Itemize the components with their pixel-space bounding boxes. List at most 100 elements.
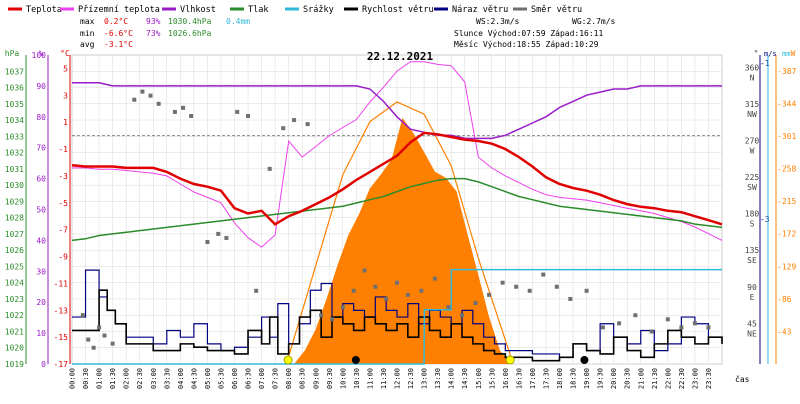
pct-tick-label: 30 <box>36 267 46 276</box>
wind-direction-dot <box>649 329 654 334</box>
x-tick-label: 16:30 <box>515 368 523 389</box>
pct-tick-label: 20 <box>36 298 46 307</box>
hpa-tick-label: 1034 <box>5 116 24 125</box>
x-tick-label: 05:00 <box>204 368 212 389</box>
wind-direction-dot <box>514 284 519 289</box>
deg-dir-label: E <box>750 293 755 302</box>
wind-direction-dot <box>189 113 194 118</box>
hpa-tick-label: 1024 <box>5 279 24 288</box>
wind-direction-dot <box>172 109 177 114</box>
hpa-tick-label: 1036 <box>5 84 24 93</box>
hpa-tick-label: 1019 <box>5 360 24 369</box>
x-tick-label: 04:30 <box>190 368 198 389</box>
x-tick-label: 00:00 <box>69 368 77 389</box>
wind-direction-dot <box>500 280 505 285</box>
legend-label: Vlhkost <box>180 5 216 15</box>
c-tick-label: -15 <box>54 333 69 342</box>
wind-direction-dot <box>330 317 334 322</box>
hpa-tick-label: 1035 <box>5 100 24 109</box>
deg-axis-header: ° <box>754 49 759 58</box>
deg-tick-label: 180 <box>745 210 760 219</box>
wind-direction-dot <box>600 325 605 330</box>
hpa-axis-header: hPa <box>5 49 20 58</box>
wind-direction-dot <box>568 296 573 301</box>
wind-direction-dot <box>617 321 622 326</box>
pct-tick-label: 70 <box>36 144 46 153</box>
wind-direction-dot <box>633 313 638 318</box>
stats-max-hum: 93% <box>146 17 161 26</box>
pct-tick-label: 40 <box>36 236 46 245</box>
hpa-tick-label: 1027 <box>5 230 24 239</box>
w-tick-label: -301 <box>777 132 796 141</box>
wind-direction-dot <box>473 301 478 306</box>
wind-direction-dot <box>80 313 85 318</box>
pct-tick-label: 60 <box>36 175 46 184</box>
wind-direction-dot <box>86 337 91 342</box>
wind-direction-dot <box>235 109 240 114</box>
x-tick-label: 08:30 <box>299 368 307 389</box>
wind-direction-dot <box>679 325 684 330</box>
x-tick-label: 22:30 <box>678 368 686 389</box>
stats-max-label: max <box>80 17 95 26</box>
w-tick-label: -172 <box>777 230 796 239</box>
x-tick-label: 11:30 <box>380 368 388 389</box>
deg-dir-label: SE <box>747 256 757 265</box>
x-tick-label: 00:30 <box>82 368 90 389</box>
deg-tick-label: 225 <box>745 173 760 182</box>
c-tick-label: -5 <box>58 199 68 208</box>
stats-panel: max 0.2°C 93% 1030.4hPa 0.4mm min -6.6°C… <box>5 17 796 384</box>
hpa-tick-label: 1037 <box>5 67 24 76</box>
deg-dir-label: NE <box>747 329 757 338</box>
pressure-line <box>71 177 723 242</box>
wind-direction-dot <box>362 268 367 273</box>
x-tick-label: 07:00 <box>258 368 266 389</box>
deg-dir-label: SW <box>747 183 757 192</box>
wind-direction-dot <box>181 105 186 110</box>
deg-tick-label: 360 <box>745 63 760 72</box>
wind-direction-dot <box>584 288 589 293</box>
c-tick-label: -7 <box>58 226 68 235</box>
x-tick-label: 02:30 <box>136 368 144 389</box>
wind-direction-dot <box>132 97 137 102</box>
legend: Teplota Přízemní teplota Vlhkost Tlak Srážky… <box>8 5 582 15</box>
x-tick-label: 09:30 <box>326 368 334 389</box>
wind-direction-dot <box>156 101 161 106</box>
wind-direction-dot <box>554 284 559 289</box>
w-tick-label: -215 <box>777 197 796 206</box>
stats-max-rain: 0.4mm <box>226 17 250 26</box>
wind-gust-line <box>72 269 723 358</box>
pct-tick-label: 100 <box>32 51 47 60</box>
x-tick-label: 15:00 <box>475 368 483 389</box>
wind-direction-dot <box>97 325 102 330</box>
solar-radiation-area <box>294 117 511 364</box>
wind-direction-dot <box>292 118 297 123</box>
solar-area <box>288 101 512 364</box>
hpa-tick-label: 1029 <box>5 197 24 206</box>
c-tick-label: -17 <box>54 360 69 369</box>
hpa-tick-label: 1033 <box>5 132 24 141</box>
mm-axis-header: mm <box>782 50 790 58</box>
x-tick-label: 19:30 <box>597 368 605 389</box>
legend-label: Tlak <box>248 5 268 15</box>
x-tick-label: 19:00 <box>583 368 591 389</box>
w-axis-header: W <box>791 49 796 58</box>
sun-event-marker <box>505 355 515 365</box>
ms-tick-label: -1 <box>760 59 770 68</box>
x-tick-label: 13:30 <box>434 368 442 389</box>
x-tick-label: 01:30 <box>109 368 117 389</box>
x-tick-label: 18:00 <box>556 368 564 389</box>
x-tick-label: 23:30 <box>705 368 713 389</box>
wind-direction-dot <box>319 313 324 318</box>
deg-tick-label: 315 <box>745 100 760 109</box>
x-tick-label: 12:30 <box>407 368 415 389</box>
pct-axis-header: % <box>39 49 44 58</box>
stats-avg-temp: -3.1°C <box>104 40 133 49</box>
info-moon: Měsíc Východ:18:55 Západ:10:29 <box>454 40 599 49</box>
wind-speed-line <box>72 289 723 362</box>
wind-direction-dot <box>487 292 492 297</box>
stats-max-press: 1030.4hPa <box>168 17 212 26</box>
precipitation-line <box>72 268 722 365</box>
deg-tick-label: 90 <box>747 283 757 292</box>
w-tick-label: -387 <box>777 67 796 76</box>
